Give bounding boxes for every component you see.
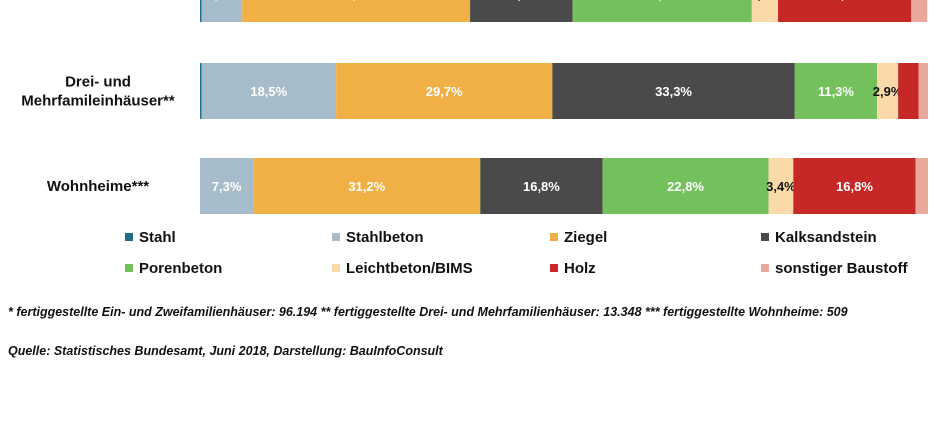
- bar-segment: [768, 158, 794, 214]
- bar-segment: [898, 63, 919, 119]
- bar-segment: [918, 63, 928, 119]
- legend-label: Ziegel: [564, 229, 608, 246]
- legend-label: Holz: [564, 260, 596, 277]
- data-label: 31,2%: [348, 179, 385, 194]
- bar-segment: [201, 0, 243, 22]
- bar-segment: [572, 0, 752, 22]
- bar-segment: [336, 63, 553, 119]
- bar-segment: [253, 158, 481, 214]
- bar-segment: [242, 0, 471, 22]
- category-label: Zweifamileinhäuser*: [25, 0, 170, 3]
- data-label: 31,3%: [338, 0, 375, 2]
- legend-item: Kalksandstein: [761, 229, 877, 246]
- bar-segment: [470, 0, 573, 22]
- legend-swatch: [761, 264, 769, 273]
- bar-segment: [911, 0, 928, 22]
- bar-segment: [552, 63, 795, 119]
- data-label: 5,6%: [207, 0, 237, 2]
- data-label: 7,3%: [212, 179, 242, 194]
- legend-swatch: [761, 233, 769, 242]
- bar-segment: [877, 63, 899, 119]
- legend-swatch: [332, 233, 340, 242]
- category-label: Drei- und Mehrfamileinhäuser**: [21, 74, 175, 110]
- bar-segment: [201, 63, 337, 119]
- legend-label: Stahl: [139, 229, 176, 246]
- bar-segment: [915, 158, 928, 214]
- legend-item: Stahlbeton: [332, 229, 424, 246]
- legend-item: Holz: [550, 260, 596, 277]
- data-label: 24,6%: [644, 0, 681, 2]
- data-label: 3,4%: [766, 179, 796, 194]
- bar-segment: [602, 158, 769, 214]
- data-label: 18,3%: [826, 0, 863, 2]
- legend-label: Stahlbeton: [346, 229, 424, 246]
- source-note: Quelle: Statistisches Bundesamt, Juni 20…: [8, 344, 443, 358]
- legend-item: Porenbeton: [125, 260, 222, 277]
- legend-item: Stahl: [125, 229, 176, 246]
- legend-label: Kalksandstein: [775, 229, 877, 246]
- legend-swatch: [550, 264, 558, 273]
- data-label: 18,5%: [250, 84, 287, 99]
- legend-label: Leichtbeton/BIMS: [346, 260, 473, 277]
- data-label: 33,3%: [655, 84, 692, 99]
- bar-segment: [751, 0, 779, 22]
- bar-segment: [794, 63, 878, 119]
- stacked-bar-chart: Zweifamileinhäuser* 5,6% 31,3% 14,1% 24,6% 3,…: [21, 0, 928, 214]
- bar-segment: [480, 158, 603, 214]
- legend-item: Leichtbeton/BIMS: [332, 260, 473, 277]
- data-label: 14,1%: [503, 0, 540, 2]
- data-label: 3,6%: [750, 0, 780, 2]
- data-label: 29,7%: [426, 84, 463, 99]
- data-label: 22,8%: [667, 179, 704, 194]
- bar-segment: [200, 158, 254, 214]
- footnote: * fertiggestellte Ein- und Zweifamilienh…: [8, 305, 848, 319]
- bar-segment: [778, 0, 912, 22]
- legend-label: sonstiger Baustoff: [775, 260, 908, 277]
- legend-swatch: [125, 264, 133, 273]
- category-label: Wohnheime***: [47, 178, 149, 195]
- legend-swatch: [550, 233, 558, 242]
- data-label: 2,9%: [873, 84, 903, 99]
- data-label: 16,8%: [523, 179, 560, 194]
- legend-swatch: [332, 264, 340, 273]
- legend-label: Porenbeton: [139, 260, 223, 277]
- bar-segment: [793, 158, 916, 214]
- bar-segment: [200, 0, 202, 22]
- bar-segment: [200, 63, 202, 119]
- legend-item: sonstiger Baustoff: [761, 260, 908, 277]
- data-label: 16,8%: [836, 179, 873, 194]
- data-label: 11,3%: [818, 84, 855, 99]
- legend-item: Ziegel: [550, 229, 607, 246]
- legend-swatch: [125, 233, 133, 242]
